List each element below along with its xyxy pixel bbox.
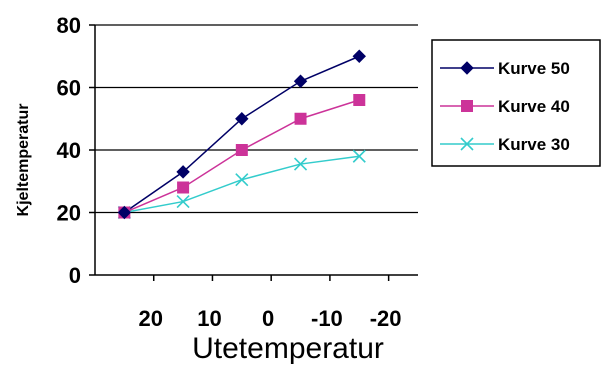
y-tick-label: 40: [57, 138, 81, 163]
x-marker-stroke: [176, 194, 190, 209]
data-point-marker: [293, 74, 308, 88]
x-tick-labels: 20 10 0 -10 -20: [138, 306, 401, 331]
data-point-marker: [235, 173, 249, 187]
x-tick-label: 20: [138, 306, 162, 331]
x-tick-label: -20: [370, 306, 402, 331]
x-axis-title: Utetemperatur: [192, 332, 384, 365]
axes: [89, 24, 418, 281]
x-marker-stroke: [293, 157, 308, 171]
x-tick-label: 10: [197, 306, 221, 331]
data-point-marker: [177, 181, 190, 194]
legend-box: [431, 39, 601, 167]
y-tick-label: 60: [57, 76, 81, 101]
x-tick-label: 0: [262, 306, 274, 331]
data-point-marker: [294, 112, 307, 125]
data-point-marker: [235, 144, 248, 156]
series-line-1: [123, 55, 360, 214]
x-marker-stroke: [235, 173, 249, 187]
data-point-marker: [353, 94, 366, 106]
legend-marker: [460, 61, 474, 75]
legend: Kurve 50 Kurve 40 Kurve 30: [431, 39, 601, 167]
x-marker-stroke: [352, 149, 366, 163]
legend-item: Kurve 40: [440, 97, 570, 116]
legend-item: Kurve 50: [440, 59, 570, 78]
y-tick-label: 0: [69, 263, 81, 288]
legend-label: Kurve 50: [498, 59, 570, 78]
data-point-marker: [352, 49, 366, 63]
x-marker-stroke: [460, 137, 474, 151]
data-point-marker: [352, 149, 366, 163]
legend-items: Kurve 50 Kurve 40 Kurve 30: [440, 59, 570, 154]
data-point-marker: [117, 205, 132, 220]
legend-label: Kurve 30: [498, 135, 570, 154]
data-point-marker: [293, 157, 308, 171]
series-line-3: [124, 155, 360, 214]
y-axis-title: Kjeltemperatur: [15, 104, 32, 217]
series-lines: [123, 55, 360, 214]
y-tick-label: 20: [57, 201, 81, 226]
x-tick-label: -10: [311, 306, 343, 331]
legend-label: Kurve 40: [498, 97, 570, 116]
legend-item: Kurve 30: [440, 135, 570, 154]
series-markers: [117, 49, 366, 220]
data-point-marker: [235, 112, 249, 126]
data-point-marker: [176, 165, 190, 179]
data-point-marker: [176, 194, 190, 209]
legend-marker: [460, 137, 474, 151]
legend-marker: [461, 100, 473, 112]
gridlines: [95, 24, 418, 214]
y-tick-label: 80: [57, 13, 81, 38]
y-tick-labels: 0 20 40 60 80: [57, 13, 81, 288]
